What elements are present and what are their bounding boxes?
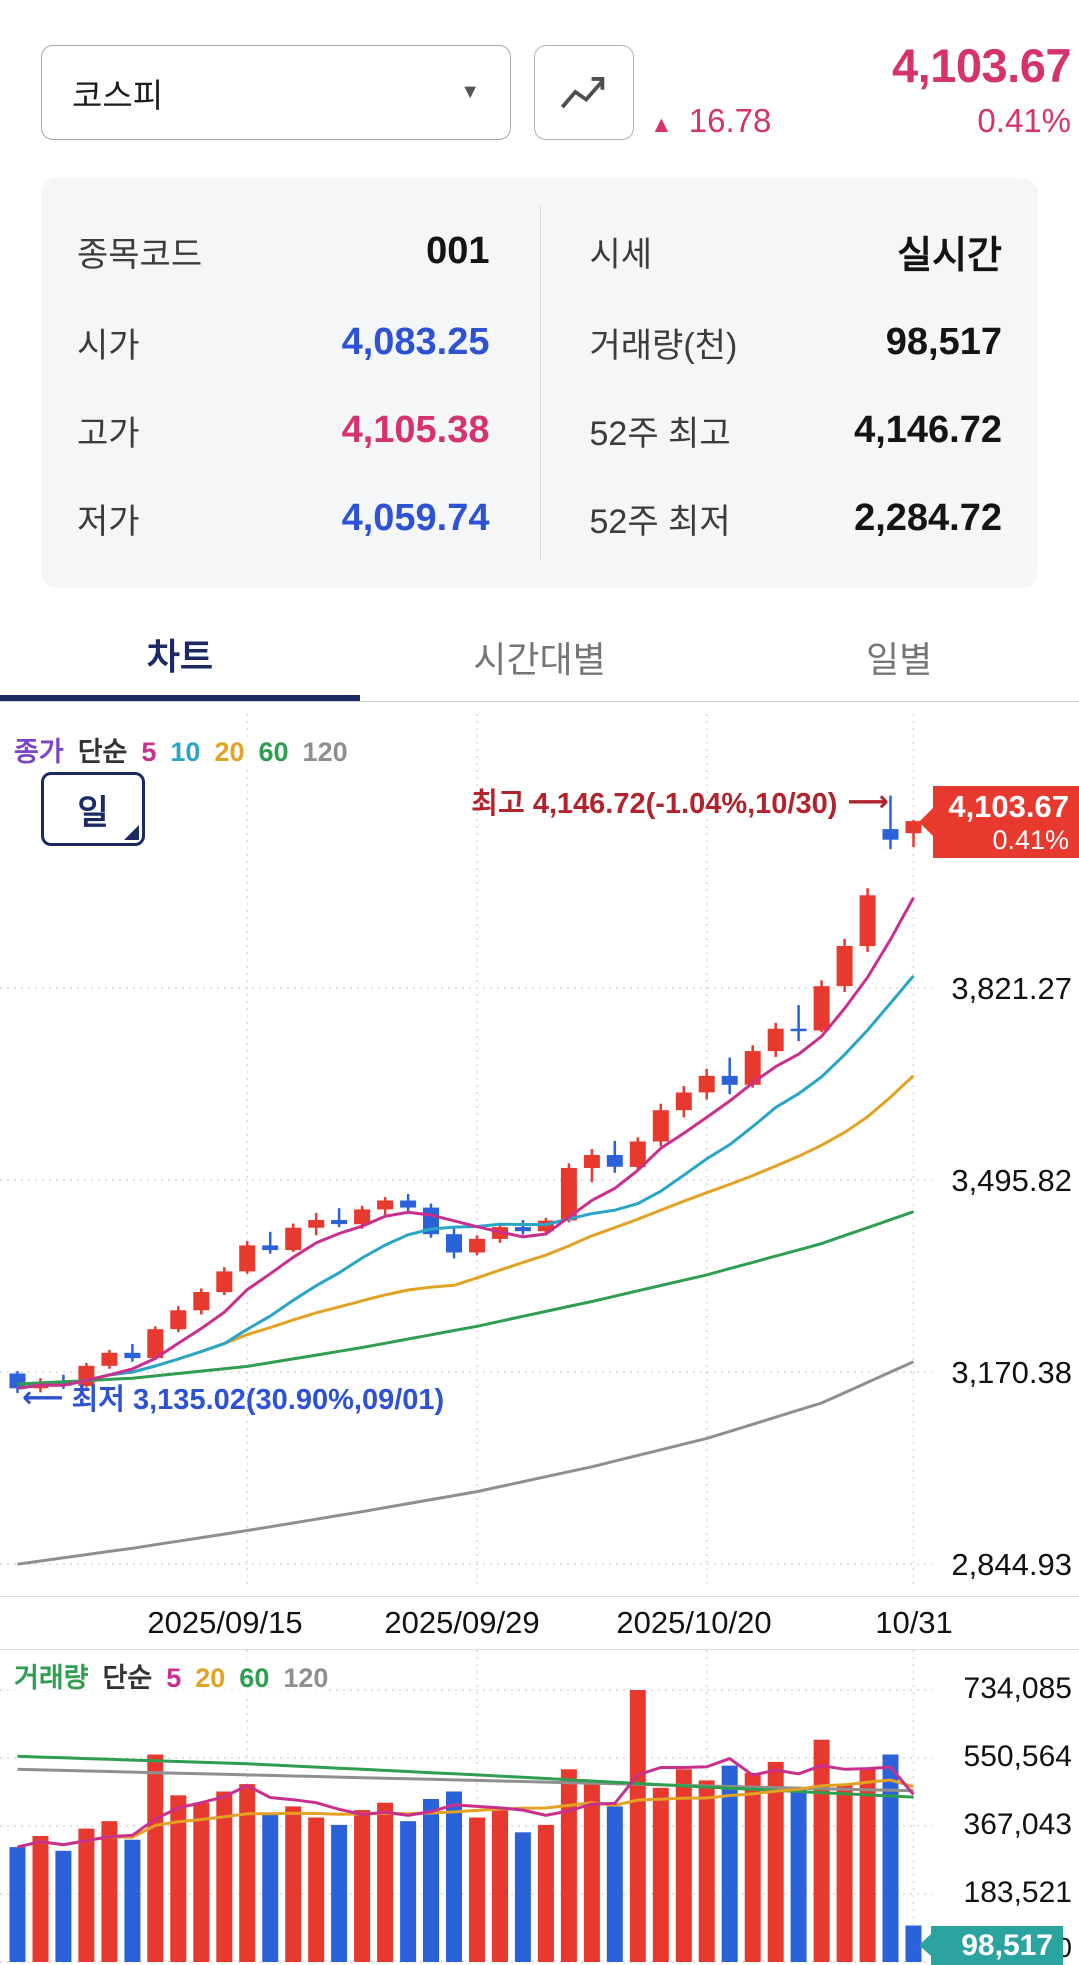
- high-annotation: 최고 4,146.72(-1.04%,10/30) ⟶: [471, 785, 889, 821]
- interval-day-button[interactable]: 일: [41, 772, 145, 846]
- price-candlestick-chart[interactable]: [0, 714, 1079, 1594]
- line-chart-icon: [560, 76, 605, 108]
- corner-fold-icon: [124, 825, 139, 840]
- index-select-dropdown[interactable]: 코스피 ▼: [41, 45, 511, 140]
- legend-ma120: 120: [283, 1663, 329, 1693]
- info-52w-low: 52주 최저 2,284.72: [589, 496, 1003, 541]
- legend-ma20: 20: [214, 737, 245, 767]
- chart-view-button[interactable]: [534, 45, 634, 140]
- date-tick: 2025/09/29: [384, 1605, 540, 1640]
- legend-subtitle: 단순: [77, 737, 128, 767]
- info-52w-high: 52주 최고 4,146.72: [589, 408, 1003, 453]
- tab-chart[interactable]: 차트: [0, 612, 360, 701]
- current-volume-flag: 98,517: [919, 1926, 1063, 1965]
- info-quote-type: 시세 실시간: [589, 234, 1003, 277]
- volume-axis-tick: 734,085: [963, 1672, 1072, 1705]
- legend-ma60: 60: [239, 1663, 270, 1693]
- legend-ma120: 120: [302, 737, 348, 767]
- volume-axis-tick: 367,043: [963, 1808, 1072, 1841]
- arrow-right-icon: ⟶: [847, 785, 889, 818]
- date-tick: 10/31: [875, 1605, 953, 1640]
- info-volume: 거래량(천) 98,517: [589, 320, 1003, 365]
- tab-bar: 차트 시간대별 일별: [0, 612, 1079, 702]
- current-price-flag: 4,103.67 0.41%: [919, 786, 1079, 858]
- volume-axis-tick: 550,564: [963, 1740, 1072, 1773]
- legend-ma5: 5: [141, 737, 157, 767]
- tab-by-time[interactable]: 시간대별: [473, 638, 606, 680]
- legend-ma5: 5: [166, 1663, 182, 1693]
- volume-axis-tick: 183,521: [963, 1876, 1072, 1909]
- price-axis-tick: 2,844.93: [951, 1547, 1072, 1582]
- info-stock-code: 종목코드 001: [77, 229, 490, 274]
- date-tick: 2025/09/15: [147, 1605, 303, 1640]
- legend-subtitle: 단순: [102, 1663, 153, 1693]
- info-low-price: 저가 4,059.74: [77, 496, 490, 541]
- info-high-price: 고가 4,105.38: [77, 408, 490, 453]
- change-percent: 0.41%: [977, 102, 1071, 139]
- price-axis-tick: 3,170.38: [951, 1355, 1072, 1390]
- quote-info-card: 종목코드 001 시세 실시간 시가 4,083.25 거래량(천) 98,517 고가…: [41, 178, 1038, 588]
- legend-title: 종가: [14, 737, 64, 767]
- chevron-down-icon: ▼: [460, 81, 480, 103]
- price-ma-legend: 종가 단순 5 10 20 60 120: [14, 730, 348, 769]
- tab-daily[interactable]: 일별: [866, 638, 933, 680]
- price-axis-tick: 3,821.27: [951, 971, 1072, 1006]
- volume-ma-legend: 거래량 단순 5 20 60 120: [14, 1656, 329, 1695]
- up-triangle-icon: ▲: [650, 111, 673, 137]
- change-amount: 16.78: [688, 102, 772, 139]
- legend-title: 거래량: [14, 1663, 89, 1693]
- low-annotation: ⟵ 최저 3,135.02(30.90%,09/01): [22, 1381, 445, 1417]
- info-open-price: 시가 4,083.25: [77, 320, 490, 365]
- price-change-row: ▲ 16.78 0.41%: [650, 102, 1071, 140]
- volume-bar-chart[interactable]: [0, 1650, 1079, 1965]
- date-axis: 2025/09/15 2025/09/29 2025/10/20 10/31: [0, 1596, 1079, 1650]
- legend-ma20: 20: [195, 1663, 226, 1693]
- column-divider: [539, 206, 541, 560]
- legend-ma10: 10: [170, 737, 201, 767]
- selected-index-label: 코스피: [72, 76, 164, 114]
- date-tick: 2025/10/20: [616, 1605, 772, 1640]
- current-price: 4,103.67: [892, 39, 1071, 92]
- legend-ma60: 60: [258, 737, 289, 767]
- price-axis-tick: 3,495.82: [951, 1163, 1072, 1198]
- arrow-left-icon: ⟵: [22, 1381, 64, 1414]
